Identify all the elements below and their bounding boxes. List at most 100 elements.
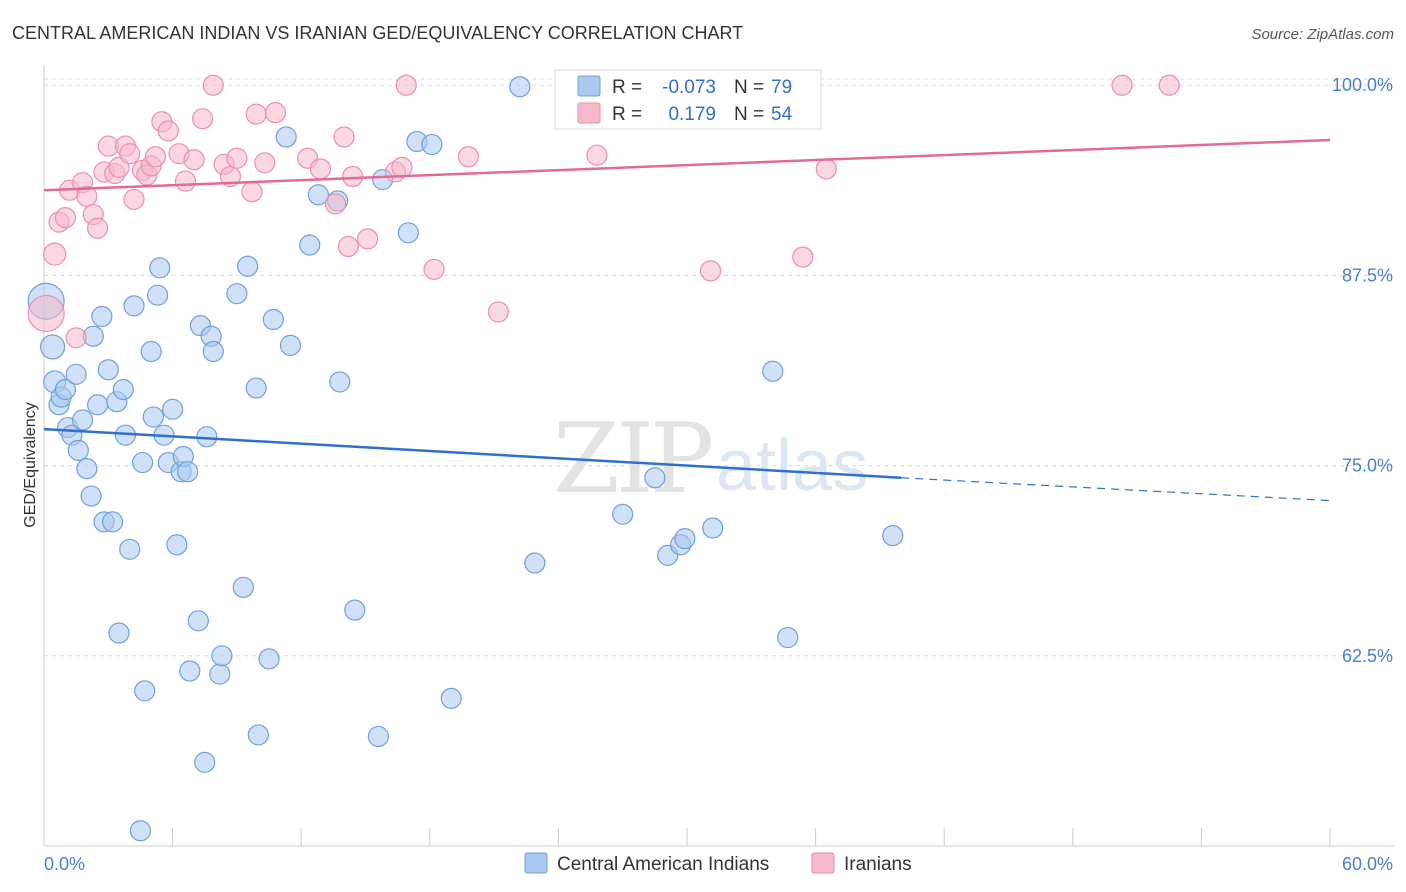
- pink-point-39: [337, 235, 359, 258]
- legend-n-value-0: 79: [771, 77, 792, 98]
- blue-point-66: [421, 133, 443, 156]
- x-tick-label-min: 0.0%: [44, 854, 85, 874]
- pink-point-16: [123, 188, 145, 210]
- blue-point-25: [129, 820, 152, 842]
- pink-point-43: [391, 156, 413, 178]
- pink-point-32: [245, 103, 267, 125]
- blue-point-34: [162, 398, 184, 420]
- blue-point-8: [65, 363, 87, 385]
- blue-point-14: [86, 394, 109, 416]
- blue-point-57: [299, 234, 321, 256]
- blue-point-31: [149, 257, 171, 279]
- trend-line-pink: [43, 138, 1331, 192]
- pink-point-38: [333, 126, 355, 148]
- blue-point-21: [112, 378, 134, 401]
- pink-point-49: [699, 260, 722, 282]
- pink-point-37: [324, 193, 347, 215]
- pink-point-5: [65, 327, 87, 349]
- bottom-legend: Central American Indians Iranians: [524, 852, 912, 875]
- legend-swatch-pink: [577, 102, 601, 124]
- blue-point-24: [123, 295, 145, 317]
- blue-point-56: [279, 334, 302, 357]
- blue-point-67: [440, 687, 462, 710]
- blue-point-68: [509, 76, 531, 98]
- blue-point-76: [762, 360, 784, 382]
- blue-point-17: [97, 359, 119, 381]
- blue-point-46: [209, 663, 231, 685]
- blue-point-38: [177, 461, 199, 483]
- trend-line-blue: [43, 427, 902, 480]
- pink-point-46: [457, 146, 479, 168]
- pink-point-47: [487, 301, 509, 323]
- legend-r-value-0: -0.073: [662, 77, 716, 98]
- pink-point-3: [54, 206, 77, 229]
- blue-point-18: [101, 511, 124, 533]
- blue-point-12: [80, 485, 102, 507]
- pink-point-9: [86, 217, 109, 239]
- blue-point-64: [397, 222, 419, 244]
- blue-point-78: [882, 524, 904, 547]
- blue-point-55: [275, 126, 297, 148]
- pink-point-1: [43, 242, 67, 266]
- blue-point-77: [777, 626, 799, 649]
- blue-point-29: [142, 406, 164, 428]
- blue-point-54: [262, 308, 284, 331]
- blue-point-47: [211, 645, 233, 667]
- pink-point-53: [1158, 74, 1180, 96]
- pink-point-52: [1111, 74, 1133, 96]
- legend-swatch-blue: [577, 75, 601, 97]
- pink-point-27: [202, 74, 224, 96]
- pink-point-22: [157, 120, 179, 142]
- legend-n-label-0: N =: [734, 77, 764, 98]
- blue-point-27: [134, 680, 156, 702]
- bottom-legend-label-0: Central American Indians: [557, 854, 769, 875]
- grid: [44, 78, 1394, 657]
- blue-point-48: [226, 283, 248, 305]
- pink-point-44: [395, 74, 417, 96]
- axes: [43, 65, 1394, 847]
- blue-point-40: [187, 610, 209, 632]
- pink-point-48: [586, 144, 608, 166]
- pink-point-15: [119, 143, 141, 165]
- blue-point-45: [202, 340, 224, 363]
- pink-point-25: [183, 149, 205, 171]
- blue-point-52: [247, 724, 269, 746]
- blue-point-26: [131, 451, 154, 474]
- blue-point-69: [524, 552, 546, 574]
- pink-point-31: [241, 181, 263, 203]
- pink-point-26: [192, 108, 214, 130]
- blue-point-5: [54, 378, 77, 401]
- y-axis-label: GED/Equivalency: [22, 402, 39, 527]
- blue-point-20: [108, 622, 130, 644]
- pink-point-20: [144, 146, 167, 168]
- pink-point-24: [174, 170, 197, 192]
- y-tick-label-2: 87.5%: [1342, 265, 1393, 285]
- blue-point-53: [258, 648, 280, 670]
- pink-point-40: [342, 165, 364, 188]
- blue-point-23: [119, 538, 141, 560]
- x-tick-label-max: 60.0%: [1342, 854, 1393, 874]
- pink-point-50: [792, 246, 814, 268]
- blue-point-42: [194, 751, 216, 773]
- blue-point-35: [166, 534, 188, 556]
- pink-point-36: [309, 158, 332, 180]
- y-tick-label-0: 62.5%: [1342, 646, 1393, 666]
- blue-point-75: [702, 517, 724, 539]
- blue-point-30: [146, 284, 169, 306]
- blue-point-58: [307, 184, 329, 206]
- blue-point-50: [237, 255, 259, 277]
- pink-point-33: [254, 152, 276, 174]
- pink-point-30: [226, 147, 248, 169]
- pink-point-45: [423, 258, 445, 280]
- blue-point-1: [39, 334, 66, 360]
- pink-point-34: [264, 102, 287, 124]
- blue-point-11: [76, 458, 98, 480]
- pink-point-51: [815, 158, 837, 180]
- blue-point-10: [71, 409, 94, 431]
- trend-line-blue-extension: [901, 477, 1331, 502]
- pink-point-0: [27, 294, 65, 333]
- y-tick-label-3: 100.0%: [1332, 75, 1393, 95]
- blue-point-15: [91, 305, 113, 328]
- blue-point-74: [674, 528, 696, 550]
